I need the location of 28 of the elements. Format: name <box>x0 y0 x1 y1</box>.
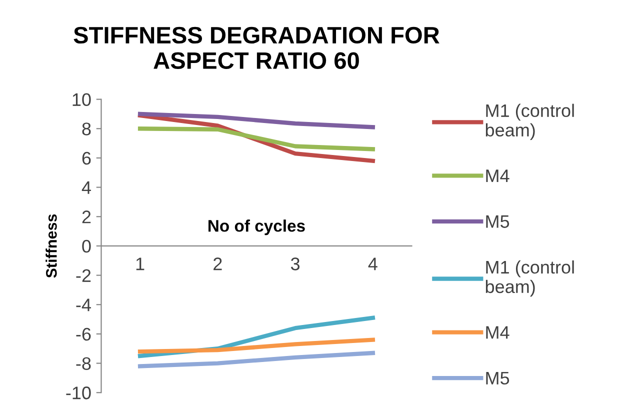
y-tick-label: -6 <box>76 328 91 341</box>
x-tick-label: 3 <box>290 258 300 270</box>
y-tick-label: 2 <box>82 210 91 224</box>
line-series <box>138 338 375 354</box>
chart-title: STIFFNESS DEGRADATION FOR ASPECT RATIO 60 <box>74 26 440 69</box>
y-tick-label: 10 <box>72 93 91 106</box>
legend-label: M1 (control beam) <box>486 104 574 140</box>
x-tick-label: 4 <box>368 258 378 270</box>
line-series <box>138 350 375 368</box>
y-tick-label: -2 <box>76 269 91 282</box>
line-series <box>138 126 375 152</box>
legend-label: M4 <box>486 170 510 182</box>
y-tick-label: 4 <box>82 181 91 194</box>
legend-label: M5 <box>486 372 510 385</box>
x-axis-title: No of cycles <box>208 220 305 236</box>
legend-label: M5 <box>486 215 510 228</box>
legend-label: M1 (control beam) <box>486 260 574 297</box>
x-tick-label: 1 <box>136 258 144 270</box>
legend-label: M4 <box>486 326 510 339</box>
y-axis-title: Stiffness <box>46 214 57 278</box>
y-tick-label: -8 <box>76 357 91 370</box>
line-series <box>138 112 375 130</box>
y-tick-label: -4 <box>76 298 91 312</box>
y-tick-label: 0 <box>82 240 91 253</box>
y-tick-label: 8 <box>82 122 91 136</box>
y-tick-label: -10 <box>66 386 91 400</box>
y-tick-label: 6 <box>82 152 91 165</box>
x-tick-label: 2 <box>214 258 222 270</box>
